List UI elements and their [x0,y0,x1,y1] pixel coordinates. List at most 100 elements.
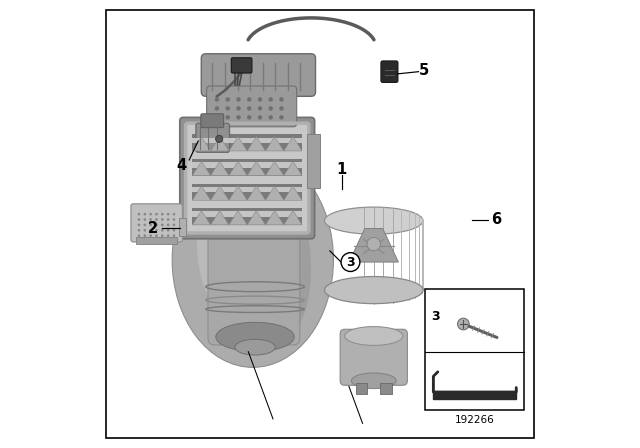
Ellipse shape [351,373,396,389]
Circle shape [149,224,152,226]
Text: 192266: 192266 [454,415,495,425]
Text: 1: 1 [337,162,347,177]
Circle shape [258,97,262,102]
Circle shape [236,97,241,102]
Bar [380,383,392,394]
Polygon shape [284,211,302,225]
Circle shape [155,218,158,221]
Circle shape [143,213,146,215]
FancyBboxPatch shape [131,204,182,242]
Circle shape [138,213,140,215]
Bar [356,383,367,394]
Circle shape [173,213,175,215]
Circle shape [155,234,158,237]
Circle shape [155,224,158,226]
Circle shape [149,218,152,221]
Circle shape [225,115,230,120]
FancyBboxPatch shape [231,58,252,73]
FancyBboxPatch shape [186,123,309,233]
Ellipse shape [344,327,403,345]
Polygon shape [266,186,284,200]
Circle shape [155,213,158,215]
Circle shape [279,97,284,102]
Circle shape [138,218,140,221]
Circle shape [247,115,252,120]
Polygon shape [229,137,247,151]
Circle shape [247,97,252,102]
Text: 6: 6 [491,212,501,227]
Polygon shape [284,137,302,151]
Text: 3: 3 [346,255,355,269]
Ellipse shape [172,152,333,367]
Polygon shape [284,186,302,200]
Polygon shape [192,137,211,151]
Circle shape [458,318,469,330]
Ellipse shape [197,170,264,314]
Circle shape [167,234,170,237]
Circle shape [167,224,170,226]
Circle shape [216,135,223,142]
Bar [192,211,302,217]
Polygon shape [247,161,266,176]
Bar [425,289,524,410]
Polygon shape [247,186,266,200]
Circle shape [161,224,164,226]
FancyBboxPatch shape [340,329,407,385]
FancyBboxPatch shape [381,61,398,82]
Circle shape [138,229,140,232]
Circle shape [149,213,152,215]
FancyBboxPatch shape [208,233,300,345]
Circle shape [215,115,220,120]
Polygon shape [266,211,284,225]
Circle shape [258,115,262,120]
Circle shape [173,229,175,232]
Polygon shape [192,211,211,225]
Ellipse shape [216,323,294,352]
Text: 4: 4 [176,158,186,173]
Circle shape [149,234,152,237]
Bar [192,184,302,200]
Circle shape [143,218,146,221]
Circle shape [269,97,273,102]
Text: 2: 2 [148,221,158,236]
Circle shape [279,115,284,120]
Circle shape [367,237,380,251]
Circle shape [225,106,230,111]
Circle shape [167,213,170,215]
Circle shape [269,106,273,111]
Bar [192,162,302,168]
Circle shape [215,106,220,111]
Circle shape [269,115,273,120]
Polygon shape [247,211,266,225]
Polygon shape [192,186,211,200]
Circle shape [161,218,164,221]
FancyBboxPatch shape [207,86,297,127]
Polygon shape [266,161,284,176]
Circle shape [138,234,140,237]
FancyBboxPatch shape [196,123,230,152]
Polygon shape [211,186,229,200]
Circle shape [167,218,170,221]
Circle shape [225,97,230,102]
Circle shape [143,224,146,226]
Polygon shape [229,161,247,176]
Circle shape [215,97,220,102]
Bar [179,218,186,236]
Circle shape [138,224,140,226]
Polygon shape [284,161,302,176]
Text: 5: 5 [419,63,429,78]
Polygon shape [211,137,229,151]
Polygon shape [229,186,247,200]
Circle shape [167,229,170,232]
Circle shape [161,213,164,215]
FancyBboxPatch shape [202,54,316,96]
Circle shape [341,253,360,271]
Polygon shape [211,161,229,176]
Bar [192,134,302,151]
Ellipse shape [235,340,275,355]
Ellipse shape [324,207,423,234]
Polygon shape [349,228,398,262]
Circle shape [143,234,146,237]
Circle shape [173,234,175,237]
Circle shape [161,229,164,232]
